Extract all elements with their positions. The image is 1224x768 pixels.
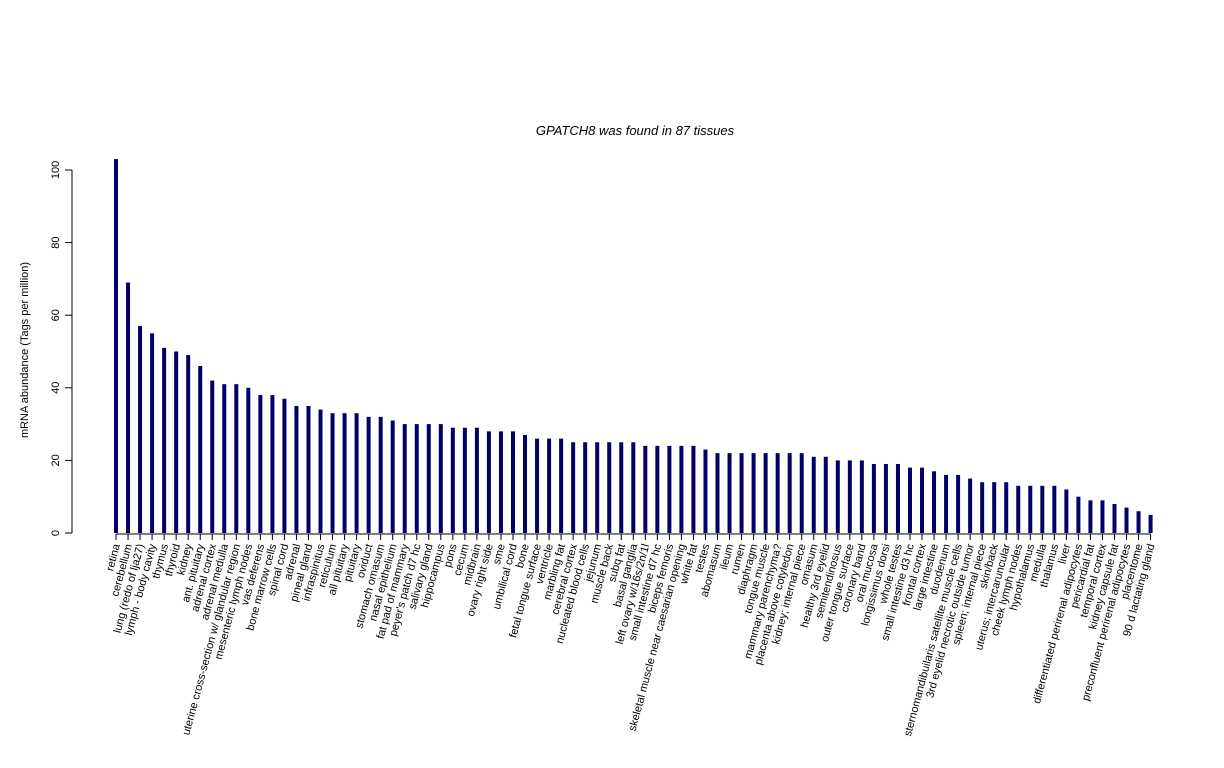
- bar: [751, 453, 756, 533]
- bar: [162, 347, 167, 533]
- bar: [583, 442, 588, 533]
- bar: [1040, 485, 1045, 533]
- bar: [703, 449, 708, 533]
- bar: [847, 460, 852, 533]
- bar: [883, 464, 888, 533]
- bar: [956, 474, 961, 533]
- bar: [378, 416, 383, 533]
- bar: [1028, 485, 1033, 533]
- bar: [330, 413, 335, 533]
- bar: [944, 474, 949, 533]
- bar: [450, 427, 455, 533]
- bar: [486, 431, 491, 533]
- bar: [859, 460, 864, 533]
- bar: [510, 431, 515, 533]
- y-tick-label: 60: [50, 309, 62, 321]
- bar: [426, 424, 431, 533]
- bar: [1064, 489, 1069, 533]
- bar: [282, 398, 287, 533]
- bar: [835, 460, 840, 533]
- y-tick-label: 80: [50, 236, 62, 248]
- bar: [198, 366, 203, 533]
- bar: [920, 467, 925, 533]
- bar: [799, 453, 804, 533]
- bar: [811, 456, 816, 533]
- bar: [980, 482, 985, 533]
- bar: [727, 453, 732, 533]
- bar: [823, 456, 828, 533]
- bar: [775, 453, 780, 533]
- bar: [1076, 496, 1081, 533]
- bar: [1100, 500, 1105, 533]
- bar: [474, 427, 479, 533]
- bar: [318, 409, 323, 533]
- bar: [174, 351, 179, 533]
- bar: [246, 387, 251, 533]
- bar: [655, 445, 660, 533]
- y-axis-label: mRNA abundance (Tags per million): [19, 262, 31, 438]
- bar: [1148, 514, 1153, 533]
- y-tick-label: 100: [50, 161, 62, 179]
- bar: [607, 442, 612, 533]
- bar: [1088, 500, 1093, 533]
- bar: [667, 445, 672, 533]
- bar: [523, 434, 528, 533]
- x-tick-label: sme: [491, 543, 508, 566]
- bar: [354, 413, 359, 533]
- bar: [138, 326, 143, 533]
- bar: [1004, 482, 1009, 533]
- bar: [631, 442, 636, 533]
- bar: [1136, 511, 1141, 533]
- bar: [402, 424, 407, 533]
- bar: [186, 355, 191, 533]
- bar: [258, 395, 263, 533]
- bar: [643, 445, 648, 533]
- chart-title: GPATCH8 was found in 87 tissues: [536, 123, 735, 138]
- bar: [438, 424, 443, 533]
- y-tick-label: 20: [50, 454, 62, 466]
- bar: [366, 416, 371, 533]
- bar: [342, 413, 347, 533]
- bar: [1124, 507, 1129, 533]
- bar: [595, 442, 600, 533]
- bar: [547, 438, 552, 533]
- bar: [150, 333, 155, 533]
- bar: [787, 453, 792, 533]
- bar: [739, 453, 744, 533]
- y-tick-label: 40: [50, 382, 62, 394]
- bar: [414, 424, 419, 533]
- bar: [559, 438, 564, 533]
- bar: [306, 405, 311, 533]
- y-tick-label: 0: [50, 530, 62, 536]
- bar: [619, 442, 624, 533]
- bar: [571, 442, 576, 533]
- bar: [679, 445, 684, 533]
- bar: [1112, 503, 1117, 533]
- bar: [895, 464, 900, 533]
- bar: [763, 453, 768, 533]
- bar: [114, 159, 118, 534]
- bar: [932, 471, 937, 533]
- x-tick-label: liver: [1056, 542, 1073, 565]
- bar: [1016, 485, 1021, 533]
- bar: [270, 395, 275, 533]
- bar: [390, 420, 395, 533]
- bar: [234, 384, 239, 533]
- bar: [691, 445, 696, 533]
- bar: [462, 427, 467, 533]
- bar: [968, 478, 973, 533]
- bar: [294, 405, 299, 533]
- bar: [210, 380, 215, 533]
- bar: [715, 453, 720, 533]
- bar: [498, 431, 503, 533]
- bar: [535, 438, 540, 533]
- bar: [126, 282, 131, 533]
- bar: [871, 464, 876, 533]
- bar: [907, 467, 912, 533]
- bar: [1052, 485, 1057, 533]
- bar: [992, 482, 997, 533]
- bar: [222, 384, 227, 533]
